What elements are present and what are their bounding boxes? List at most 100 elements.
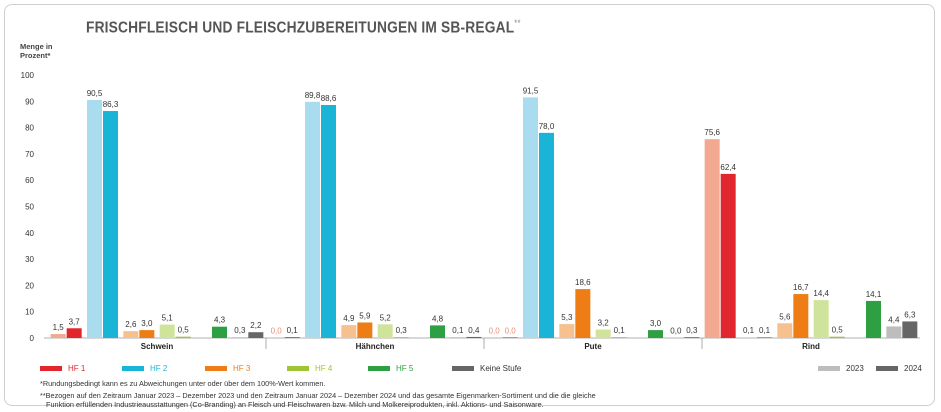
legend-item: HF 1 bbox=[40, 364, 85, 373]
data-label: 91,5 bbox=[523, 86, 539, 95]
bar-keine-stufe-2024 bbox=[902, 321, 918, 338]
bar-keine-stufe-2024 bbox=[466, 336, 482, 338]
bar-hf-2-2023 bbox=[523, 97, 538, 338]
data-label: 4,8 bbox=[432, 314, 444, 323]
legend-label: HF 2 bbox=[150, 364, 168, 373]
bar-hf-4-2023 bbox=[159, 324, 175, 338]
data-label: 0,3 bbox=[396, 326, 408, 335]
legend-label: HF 5 bbox=[396, 364, 414, 373]
footnote-scope-cont: Funktion erfüllenden Industrieausstattun… bbox=[46, 400, 544, 409]
legend-swatch bbox=[876, 366, 898, 371]
data-label: 0,4 bbox=[468, 326, 480, 335]
data-label: 0,1 bbox=[287, 326, 299, 335]
legend-item: HF 4 bbox=[287, 364, 332, 373]
data-label: 75,6 bbox=[704, 128, 720, 137]
data-label: 0,1 bbox=[759, 326, 771, 335]
bar-hf-4-2023 bbox=[595, 329, 611, 338]
bar-hf-1-2024 bbox=[502, 337, 518, 338]
legend-label: HF 1 bbox=[68, 364, 86, 373]
bar-hf-5-2024 bbox=[430, 325, 445, 338]
bar-hf-2-2023 bbox=[87, 99, 102, 338]
bar-hf-5-2024 bbox=[212, 326, 227, 338]
bar-hf-1-2023 bbox=[268, 337, 284, 338]
data-label: 5,9 bbox=[359, 311, 371, 320]
data-label: 14,4 bbox=[813, 289, 829, 298]
bar-keine-stufe-2024 bbox=[684, 337, 700, 338]
y-tick-label: 90 bbox=[25, 97, 34, 106]
legend-label: HF 4 bbox=[315, 364, 333, 373]
bar-hf-3-2023 bbox=[777, 323, 793, 338]
data-label: 5,1 bbox=[162, 314, 174, 323]
legend-item: HF 2 bbox=[122, 364, 167, 373]
bar-hf-1-2024 bbox=[720, 173, 736, 338]
y-tick-label: 70 bbox=[25, 150, 34, 159]
data-label: 0,1 bbox=[743, 326, 755, 335]
legend-item: HF 5 bbox=[368, 364, 413, 373]
legend-swatch bbox=[287, 366, 309, 371]
category-label: Hähnchen bbox=[356, 342, 395, 351]
bar-hf-1-2024 bbox=[66, 328, 82, 338]
data-label: 0,1 bbox=[452, 326, 464, 335]
data-label: 3,2 bbox=[598, 319, 610, 328]
data-label: 4,4 bbox=[888, 315, 900, 324]
bar-hf-3-2023 bbox=[341, 325, 357, 338]
y-tick-label: 50 bbox=[25, 203, 34, 212]
legend-swatch bbox=[122, 366, 144, 371]
data-label: 6,3 bbox=[904, 310, 916, 319]
bar-hf-5-2024 bbox=[648, 330, 663, 338]
data-label: 14,1 bbox=[866, 290, 882, 299]
data-label: 1,5 bbox=[53, 323, 65, 332]
chart-frame bbox=[4, 4, 935, 406]
bar-hf-4-2024 bbox=[393, 337, 409, 338]
data-label: 62,4 bbox=[720, 163, 736, 172]
bar-hf-4-2024 bbox=[611, 337, 627, 338]
footnote-rounding: *Rundungsbedingt kann es zu Abweichungen… bbox=[40, 379, 326, 388]
bar-hf-3-2024 bbox=[139, 330, 155, 338]
legend-swatch bbox=[40, 366, 62, 371]
bar-hf-4-2023 bbox=[813, 300, 829, 338]
data-label: 4,3 bbox=[214, 316, 226, 325]
bar-hf-2-2023 bbox=[741, 337, 756, 338]
legend-label: Keine Stufe bbox=[480, 364, 522, 373]
legend-item: Keine Stufe bbox=[452, 364, 521, 373]
y-tick-label: 100 bbox=[21, 71, 35, 80]
bar-hf-2-2024 bbox=[757, 337, 772, 338]
bar-hf-1-2023 bbox=[704, 139, 720, 338]
y-tick-label: 20 bbox=[25, 281, 34, 290]
bar-hf-2-2024 bbox=[321, 104, 336, 339]
bar-hf-3-2024 bbox=[575, 289, 591, 338]
legend-swatch bbox=[818, 366, 840, 371]
data-label: 5,6 bbox=[779, 312, 791, 321]
bar-keine-stufe-2023 bbox=[450, 337, 466, 338]
legend-swatch bbox=[205, 366, 227, 371]
chart-title: FRISCHFLEISCH UND FLEISCHZUBEREITUNGEN I… bbox=[86, 18, 521, 37]
legend-item: HF 3 bbox=[205, 364, 250, 373]
bar-hf-1-2023 bbox=[486, 337, 502, 338]
data-label: 3,0 bbox=[650, 319, 662, 328]
data-label: 2,6 bbox=[125, 320, 137, 329]
data-label: 88,6 bbox=[321, 94, 337, 103]
bar-hf-2-2023 bbox=[305, 101, 320, 339]
bar-hf-3-2023 bbox=[123, 331, 139, 338]
data-label: 0,0 bbox=[670, 326, 682, 335]
bar-hf-4-2024 bbox=[175, 336, 191, 338]
bar-hf-2-2024 bbox=[103, 111, 118, 338]
bar-hf-3-2023 bbox=[559, 324, 575, 338]
y-tick-label: 60 bbox=[25, 176, 34, 185]
data-label: 0,5 bbox=[178, 326, 190, 335]
y-axis-label: Menge in Prozent* bbox=[20, 42, 53, 60]
data-label: 89,8 bbox=[305, 91, 321, 100]
y-tick-label: 80 bbox=[25, 124, 34, 133]
bar-hf-4-2024 bbox=[829, 336, 845, 338]
data-label: 0,0 bbox=[489, 326, 501, 335]
y-tick-label: 40 bbox=[25, 229, 34, 238]
y-tick-label: 30 bbox=[25, 255, 34, 264]
data-label: 3,7 bbox=[69, 317, 81, 326]
legend-swatch bbox=[368, 366, 390, 371]
bar-hf-3-2024 bbox=[357, 322, 373, 338]
category-label: Schwein bbox=[141, 342, 174, 351]
data-label: 90,5 bbox=[87, 89, 103, 98]
year-legend-item: 2023 bbox=[818, 364, 864, 373]
data-label: 18,6 bbox=[575, 278, 591, 287]
